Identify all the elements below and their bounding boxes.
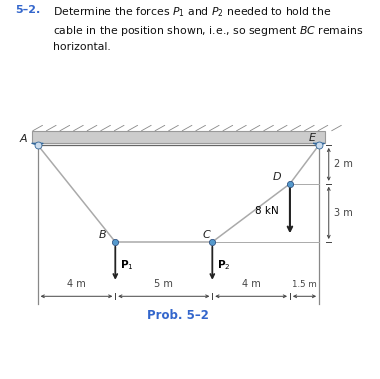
- Text: C: C: [203, 230, 211, 240]
- Text: 8 kN: 8 kN: [255, 206, 279, 216]
- Text: 5–2.: 5–2.: [15, 5, 40, 15]
- Text: Prob. 5–2: Prob. 5–2: [147, 309, 209, 322]
- Text: 4 m: 4 m: [67, 279, 86, 290]
- Text: 2 m: 2 m: [334, 159, 353, 169]
- Text: A: A: [19, 134, 27, 144]
- Text: D: D: [272, 172, 281, 182]
- Text: 1.5 m: 1.5 m: [292, 280, 317, 290]
- Text: E: E: [309, 133, 316, 143]
- Text: 4 m: 4 m: [242, 279, 261, 290]
- Polygon shape: [314, 143, 325, 145]
- Text: $\mathbf{P}_1$: $\mathbf{P}_1$: [120, 258, 134, 272]
- Bar: [32, 131, 325, 143]
- Polygon shape: [32, 143, 43, 145]
- Text: 5 m: 5 m: [154, 279, 173, 290]
- Text: Determine the forces $P_1$ and $P_2$ needed to hold the
cable in the position sh: Determine the forces $P_1$ and $P_2$ nee…: [53, 5, 364, 52]
- Text: $\mathbf{P}_2$: $\mathbf{P}_2$: [217, 258, 231, 272]
- Text: 3 m: 3 m: [334, 208, 352, 218]
- Text: B: B: [99, 230, 106, 240]
